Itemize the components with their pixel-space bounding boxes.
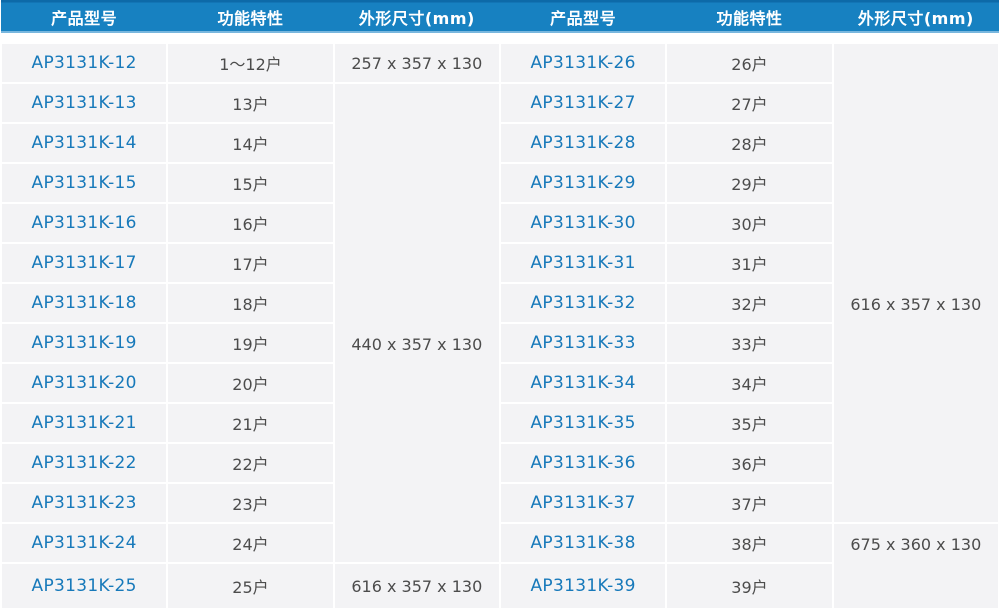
feature-cell: 19户 (166, 322, 335, 364)
model-cell: AP3131K-29 (498, 162, 668, 204)
model-cell: AP3131K-24 (0, 522, 169, 564)
table-row: AP3131K-25 25户 616 x 357 x 130 AP3131K-3… (0, 562, 999, 610)
model-cell: AP3131K-18 (0, 282, 169, 324)
model-cell: AP3131K-31 (498, 242, 668, 284)
model-cell: AP3131K-25 (0, 562, 169, 610)
header-gap (1, 33, 999, 43)
feature-cell: 35户 (665, 402, 834, 444)
model-cell: AP3131K-17 (0, 242, 169, 284)
table-row: AP3131K-24 24户 AP3131K-38 38户 675 x 360 … (0, 522, 1000, 610)
feature-cell: 15户 (166, 162, 335, 204)
feature-cell: 33户 (665, 322, 834, 364)
table-row: AP3131K-20 20户 AP3131K-34 34户 (0, 362, 999, 404)
feature-cell: 31户 (665, 242, 834, 284)
table-row: AP3131K-18 18户 AP3131K-32 32户 (0, 282, 999, 324)
model-cell: AP3131K-32 (498, 282, 668, 324)
model-cell: AP3131K-34 (498, 362, 668, 404)
table-row: AP3131K-22 22户 AP3131K-36 36户 (0, 442, 999, 484)
model-cell: AP3131K-12 (0, 42, 169, 84)
feature-cell: 13户 (166, 82, 335, 124)
feature-cell: 30户 (665, 202, 834, 244)
header-model-left: 产品型号 (1, 0, 168, 33)
feature-cell: 32户 (665, 282, 834, 324)
feature-cell: 16户 (166, 202, 335, 244)
feature-cell: 21户 (166, 402, 335, 444)
model-cell: AP3131K-35 (498, 402, 668, 444)
table-row: AP3131K-12 1～12户 257 x 357 x 130 AP3131K… (0, 42, 1000, 524)
table-row: AP3131K-14 14户 AP3131K-28 28户 (0, 122, 999, 164)
header-feature-right: 功能特性 (666, 0, 833, 33)
model-cell: AP3131K-39 (498, 562, 668, 610)
table-row: AP3131K-15 15户 AP3131K-29 29户 (0, 162, 999, 204)
feature-cell: 28户 (665, 122, 834, 164)
feature-cell: 18户 (166, 282, 335, 324)
feature-cell: 27户 (665, 82, 834, 124)
model-cell: AP3131K-23 (0, 482, 169, 524)
model-cell: AP3131K-27 (498, 82, 668, 124)
model-cell: AP3131K-14 (0, 122, 169, 164)
header-feature-left: 功能特性 (167, 0, 334, 33)
header-model-right: 产品型号 (499, 0, 667, 33)
model-cell: AP3131K-13 (0, 82, 169, 124)
dimension-cell-merged: 675 x 360 x 130 (831, 522, 1000, 610)
feature-cell: 20户 (166, 362, 335, 404)
header-dimension-left: 外形尺寸(mm) (333, 0, 500, 33)
model-cell: AP3131K-36 (498, 442, 668, 484)
dimension-cell: 257 x 357 x 130 (332, 42, 501, 84)
table-row: AP3131K-21 21户 AP3131K-35 35户 (0, 402, 999, 444)
dimension-cell: 616 x 357 x 130 (332, 562, 501, 610)
feature-cell: 34户 (665, 362, 834, 404)
feature-cell: 1～12户 (166, 42, 335, 84)
model-cell: AP3131K-38 (498, 522, 668, 564)
feature-cell: 37户 (665, 482, 834, 524)
model-cell: AP3131K-21 (0, 402, 169, 444)
dimension-cell-merged: 440 x 357 x 130 (332, 82, 501, 564)
model-cell: AP3131K-28 (498, 122, 668, 164)
header-row: 产品型号 功能特性 外形尺寸(mm) 产品型号 功能特性 外形尺寸(mm) (1, 0, 999, 33)
table-row: AP3131K-23 23户 AP3131K-37 37户 (0, 482, 999, 524)
feature-cell: 26户 (665, 42, 834, 84)
model-cell: AP3131K-26 (498, 42, 668, 84)
feature-cell: 17户 (166, 242, 335, 284)
feature-cell: 36户 (665, 442, 834, 484)
model-cell: AP3131K-22 (0, 442, 169, 484)
model-cell: AP3131K-30 (498, 202, 668, 244)
model-cell: AP3131K-33 (498, 322, 668, 364)
table-row: AP3131K-17 17户 AP3131K-31 31户 (0, 242, 999, 284)
feature-cell: 22户 (166, 442, 335, 484)
model-cell: AP3131K-37 (498, 482, 668, 524)
model-cell: AP3131K-19 (0, 322, 169, 364)
feature-cell: 23户 (166, 482, 335, 524)
table-row: AP3131K-19 19户 AP3131K-33 33户 (0, 322, 999, 364)
feature-cell: 24户 (166, 522, 335, 564)
dimension-cell-merged: 616 x 357 x 130 (831, 42, 1000, 524)
feature-cell: 39户 (665, 562, 834, 610)
feature-cell: 29户 (665, 162, 834, 204)
header-dimension-right: 外形尺寸(mm) (832, 0, 999, 33)
feature-cell: 14户 (166, 122, 335, 164)
model-cell: AP3131K-16 (0, 202, 169, 244)
model-cell: AP3131K-20 (0, 362, 169, 404)
feature-cell: 25户 (166, 562, 335, 610)
table-row: AP3131K-16 16户 AP3131K-30 30户 (0, 202, 999, 244)
model-cell: AP3131K-15 (0, 162, 169, 204)
table-row: AP3131K-13 13户 440 x 357 x 130 AP3131K-2… (0, 82, 999, 564)
feature-cell: 38户 (665, 522, 834, 564)
